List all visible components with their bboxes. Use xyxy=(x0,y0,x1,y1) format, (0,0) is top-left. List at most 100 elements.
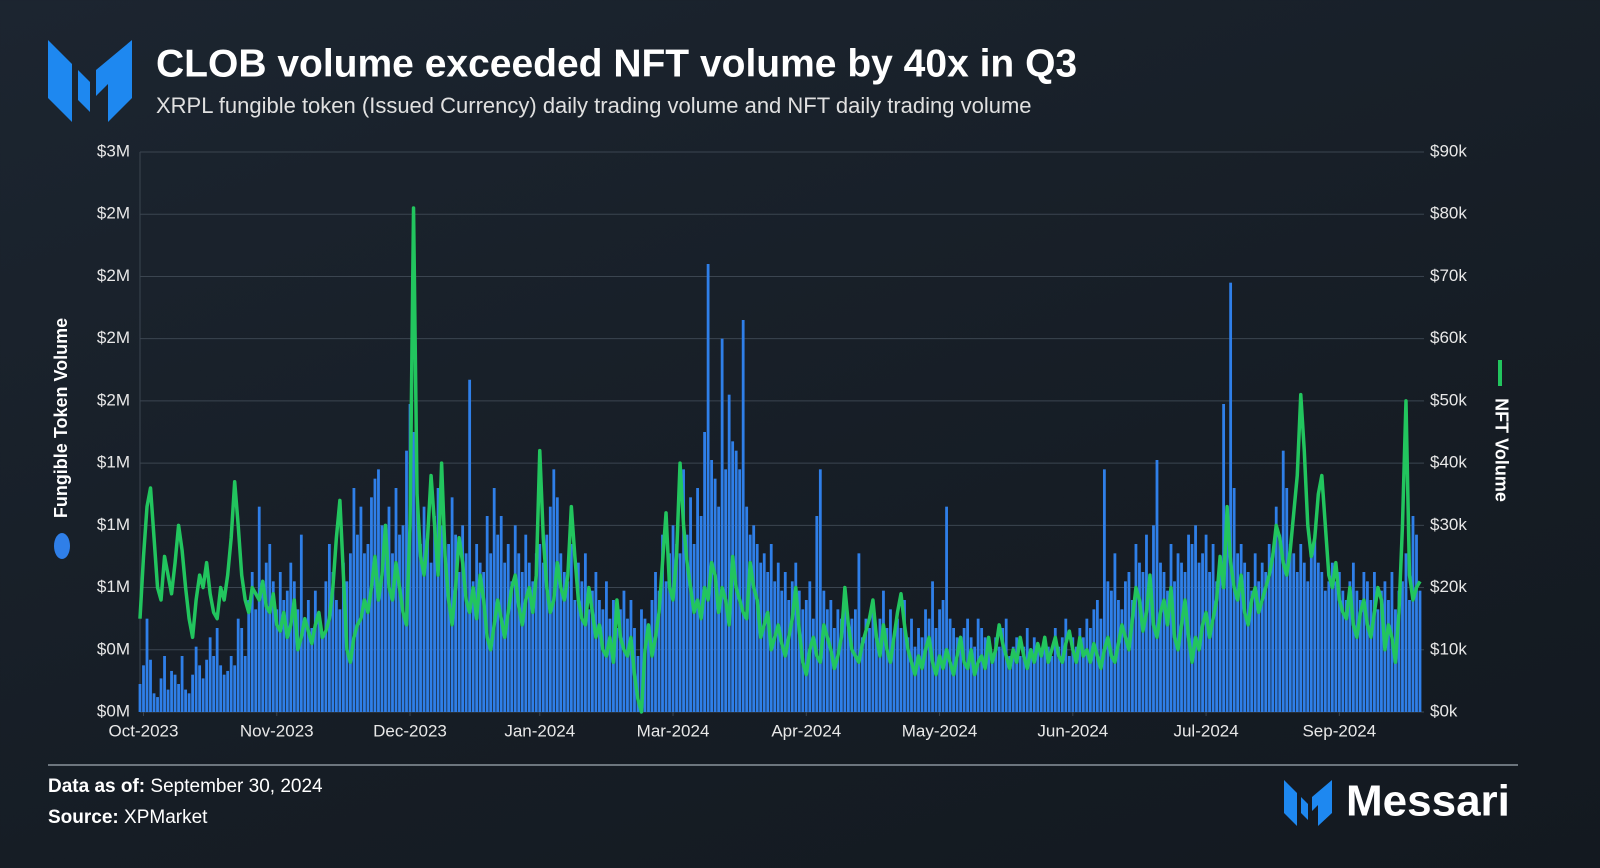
bar xyxy=(797,590,801,712)
bar xyxy=(303,618,307,712)
logo xyxy=(48,40,132,122)
bar xyxy=(1271,553,1275,712)
bar xyxy=(485,516,489,712)
bar xyxy=(941,600,945,712)
bar xyxy=(755,544,759,712)
bar xyxy=(1155,460,1159,712)
y2-axis-title: NFT Volume xyxy=(1491,398,1511,502)
bar xyxy=(1060,637,1064,712)
bar xyxy=(510,581,514,712)
bar xyxy=(1071,637,1075,712)
bar xyxy=(317,618,321,712)
bar xyxy=(233,665,237,712)
bar xyxy=(738,469,742,712)
bar xyxy=(299,534,303,712)
bar xyxy=(619,609,622,712)
x-tick-label: Jul-2024 xyxy=(1173,721,1238,740)
bar xyxy=(142,665,145,712)
label: Source: xyxy=(48,807,119,828)
legend-marker xyxy=(54,533,70,559)
y-tick-label: $2M xyxy=(97,390,130,409)
bar xyxy=(1067,656,1071,712)
bar xyxy=(327,544,331,712)
bar xyxy=(520,572,524,712)
bar xyxy=(454,534,458,712)
bar xyxy=(1239,544,1243,712)
bar xyxy=(1348,581,1352,712)
bar xyxy=(1246,572,1250,712)
bar xyxy=(149,659,152,712)
bar xyxy=(226,670,230,712)
bar xyxy=(861,637,864,712)
bar xyxy=(640,609,643,712)
bar xyxy=(1369,600,1373,712)
bar xyxy=(562,572,566,712)
bar xyxy=(422,506,426,712)
bar xyxy=(391,553,394,712)
bar xyxy=(1064,618,1068,712)
bar xyxy=(236,618,240,712)
bar xyxy=(1295,572,1299,712)
y2-tick-label: $90k xyxy=(1430,141,1467,160)
bar xyxy=(268,544,272,712)
value: September 30, 2024 xyxy=(150,776,323,797)
bar xyxy=(1215,581,1219,712)
bar xyxy=(166,689,170,712)
bar xyxy=(334,600,338,712)
bar xyxy=(366,544,370,712)
bar xyxy=(987,646,991,712)
bar xyxy=(254,609,258,712)
bar xyxy=(682,469,685,712)
bar xyxy=(1309,553,1313,712)
bar xyxy=(471,581,475,712)
bar xyxy=(219,665,223,712)
bar xyxy=(587,609,591,712)
bar xyxy=(903,600,906,712)
bar xyxy=(962,628,966,712)
bar xyxy=(1162,572,1166,712)
y-tick-label: $3M xyxy=(97,141,130,160)
bar xyxy=(1257,581,1261,712)
bar xyxy=(1327,581,1331,712)
bar xyxy=(913,646,917,712)
bar xyxy=(349,553,352,712)
bar xyxy=(180,656,184,712)
bar xyxy=(675,544,678,712)
bar xyxy=(1015,637,1019,712)
bar xyxy=(1418,590,1422,712)
bar xyxy=(320,637,324,712)
brand: Messari xyxy=(1346,777,1510,826)
bar xyxy=(811,618,815,712)
bar xyxy=(387,506,391,712)
bar xyxy=(534,553,538,712)
bar xyxy=(864,618,868,712)
bar xyxy=(170,670,173,712)
bar xyxy=(1288,544,1292,712)
bar xyxy=(285,590,289,712)
bar xyxy=(1008,656,1012,712)
bar xyxy=(762,553,766,712)
bar xyxy=(1141,572,1145,712)
bar xyxy=(1001,628,1005,712)
bar xyxy=(187,693,191,712)
bar xyxy=(1176,553,1180,712)
bar xyxy=(959,646,963,712)
bar xyxy=(1376,609,1380,712)
bar xyxy=(275,609,279,712)
bar xyxy=(191,674,195,712)
bar xyxy=(482,572,486,712)
y-tick-label: $2M xyxy=(97,266,130,285)
bar xyxy=(443,553,447,712)
bar xyxy=(282,600,286,712)
bar xyxy=(331,572,335,712)
bar xyxy=(626,618,629,712)
bar xyxy=(724,469,728,712)
bar xyxy=(664,581,668,712)
x-tick-label: Oct-2023 xyxy=(109,721,179,740)
bar xyxy=(1138,562,1141,712)
bar xyxy=(310,628,314,712)
bar xyxy=(475,544,479,712)
bar xyxy=(513,525,517,712)
bar xyxy=(1169,544,1173,712)
bar xyxy=(1401,581,1404,712)
